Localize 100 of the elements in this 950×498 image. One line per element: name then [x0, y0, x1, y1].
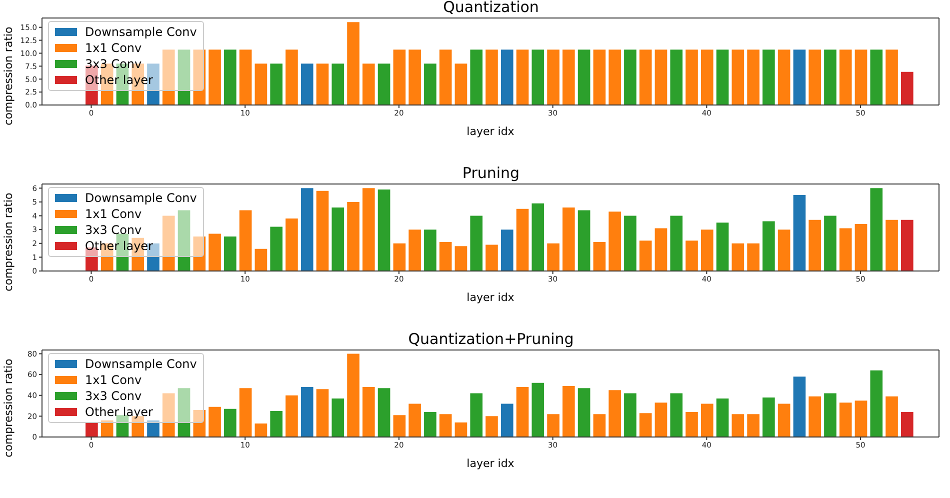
bar [532, 203, 544, 271]
bar [608, 50, 621, 105]
legend-label: Other layer [85, 405, 153, 419]
bar [639, 413, 652, 437]
y-axis-title: compression ratio [2, 26, 16, 128]
chart-title: Pruning [461, 164, 521, 182]
bar [562, 386, 575, 437]
bar [178, 50, 190, 105]
bar [254, 423, 268, 437]
bar [408, 50, 421, 105]
bar [486, 416, 498, 437]
bar [547, 414, 560, 437]
bar [439, 242, 452, 271]
bar [286, 50, 298, 105]
bar [239, 210, 252, 271]
legend-label: 1x1 Conv [85, 373, 142, 387]
y-axis-title: compression ratio [2, 358, 16, 460]
bar [686, 50, 698, 105]
bar [408, 230, 421, 271]
bar [716, 398, 729, 437]
bar [762, 221, 775, 271]
legend-label: Downsample Conv [85, 191, 197, 205]
bar [193, 236, 206, 271]
bar [239, 388, 252, 437]
bar [224, 236, 236, 271]
bar [778, 404, 790, 437]
bar [439, 414, 452, 437]
bar [870, 50, 883, 105]
bar [870, 370, 883, 437]
bar [654, 228, 668, 271]
bar [839, 228, 852, 271]
x-axis-title: layer idx [466, 125, 515, 138]
bar [824, 216, 836, 271]
bar [732, 50, 744, 105]
bar [454, 422, 468, 437]
bar [408, 404, 421, 437]
bar [270, 410, 282, 437]
bar [900, 412, 914, 437]
bar [686, 412, 698, 437]
bar [393, 50, 406, 105]
bar [162, 50, 175, 105]
bar [639, 50, 652, 105]
bar [839, 50, 852, 105]
y-axis-title: compression ratio [2, 192, 16, 294]
bar [362, 387, 375, 437]
bar [716, 50, 729, 105]
legend-label: Other layer [85, 73, 153, 87]
bar [286, 218, 298, 271]
bar [193, 410, 206, 437]
bar [347, 202, 360, 271]
bar [854, 400, 868, 437]
bar [532, 382, 544, 437]
bar [562, 207, 575, 271]
bar [654, 402, 668, 437]
bar [900, 220, 914, 271]
bar [178, 210, 190, 271]
bar [516, 208, 529, 271]
bar [578, 388, 590, 437]
bar [562, 50, 575, 105]
chart-title: Quantization+Pruning [407, 330, 575, 348]
bar [700, 404, 714, 437]
bar [824, 50, 836, 105]
bar [593, 414, 606, 437]
bar [824, 393, 836, 437]
bar [500, 230, 514, 271]
bar [854, 224, 868, 271]
bar [716, 222, 729, 271]
bar [778, 50, 790, 105]
bar [347, 22, 360, 105]
bar [608, 212, 621, 271]
bar [332, 398, 344, 437]
bar [654, 50, 668, 105]
bar [762, 50, 775, 105]
bar [747, 243, 760, 271]
legend-label: Other layer [85, 239, 153, 253]
bar [639, 240, 652, 271]
bar [208, 234, 221, 271]
bar [870, 188, 883, 271]
bar [532, 50, 544, 105]
bar [270, 226, 282, 271]
x-axis-title: layer idx [466, 291, 515, 304]
bar [100, 420, 114, 437]
bar [747, 414, 760, 437]
bar [454, 64, 468, 105]
bar [778, 230, 790, 271]
bar [332, 207, 344, 271]
legend-label: 1x1 Conv [85, 41, 142, 55]
bar [854, 50, 868, 105]
bar [886, 50, 898, 105]
bar [300, 387, 314, 437]
bar [608, 390, 621, 437]
bar [162, 216, 175, 271]
bar [732, 243, 744, 271]
bar [624, 393, 636, 437]
bar [516, 50, 529, 105]
legend-label: 3x3 Conv [85, 223, 142, 237]
bar [578, 210, 590, 271]
bar [362, 64, 375, 105]
bar [378, 64, 390, 105]
bar [300, 64, 314, 105]
